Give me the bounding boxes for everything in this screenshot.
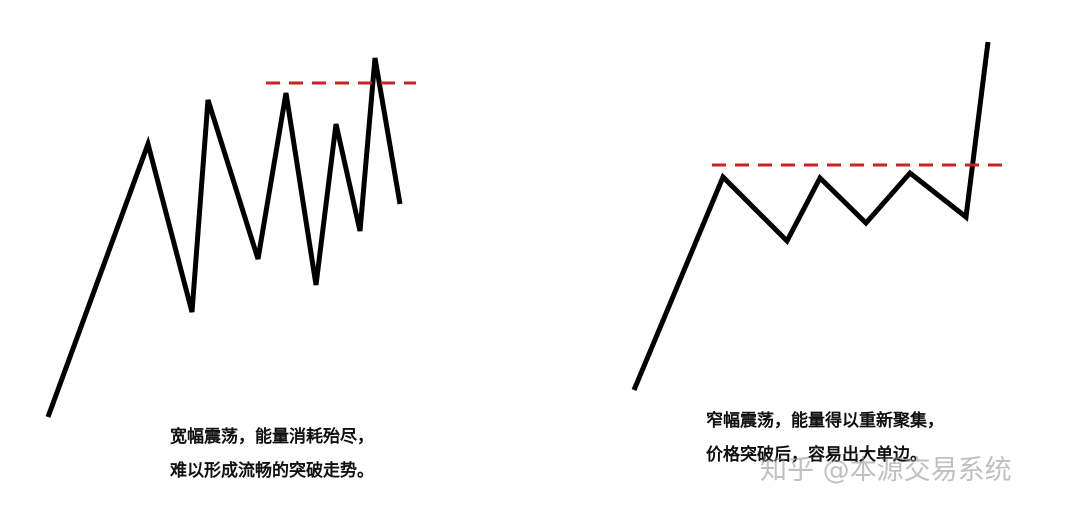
narrow-oscillation-caption-line-1: 窄幅震荡，能量得以重新聚集， bbox=[706, 411, 944, 431]
wide-oscillation-caption-line-2: 难以形成流畅的突破走势。 bbox=[170, 461, 374, 481]
wide-oscillation-price-line bbox=[45, 57, 403, 418]
narrow-oscillation-price-line bbox=[631, 41, 991, 391]
wide-oscillation-caption: 宽幅震荡，能量消耗殆尽， 难以形成流畅的突破走势。 bbox=[170, 420, 374, 488]
watermark-text: 知乎 @本源交易系统 bbox=[760, 455, 1012, 486]
wide-oscillation-caption-line-1: 宽幅震荡，能量消耗殆尽， bbox=[170, 427, 374, 447]
narrow-oscillation-caption-line-2: 价格突破后，容易出大单边。 bbox=[706, 445, 927, 465]
narrow-oscillation-caption: 窄幅震荡，能量得以重新聚集， 价格突破后，容易出大单边。 bbox=[706, 404, 944, 472]
